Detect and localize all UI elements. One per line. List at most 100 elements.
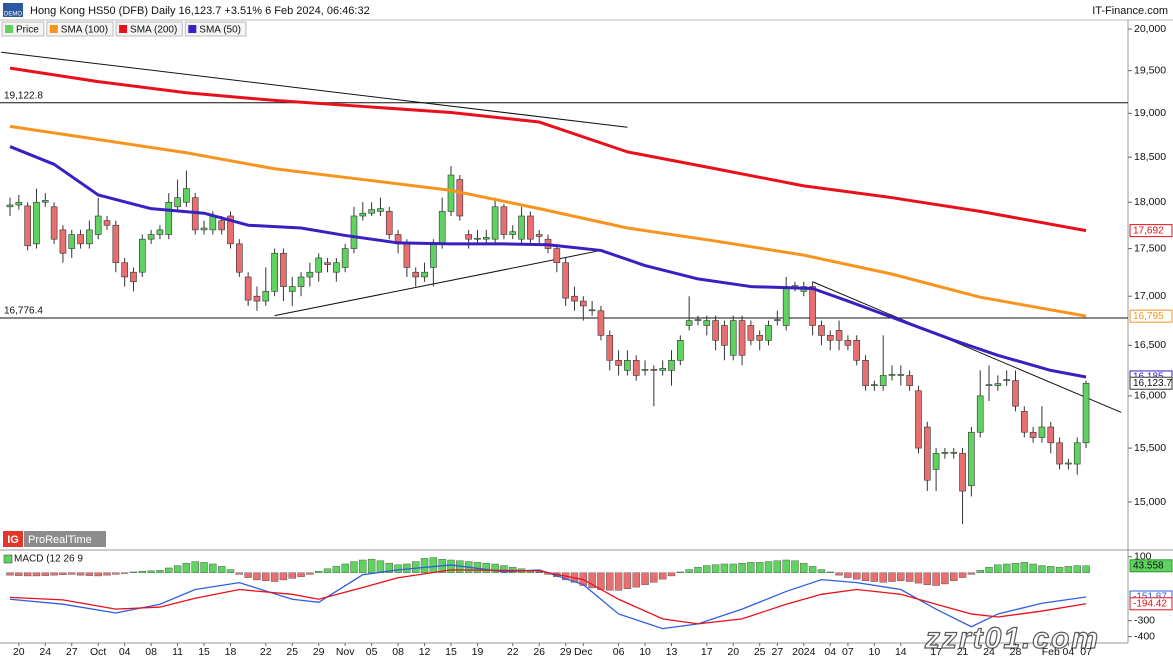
histogram-bar [385, 562, 393, 573]
x-tick-label: 25 [286, 646, 298, 658]
candle-body [50, 206, 58, 240]
histogram-bar [632, 572, 640, 588]
candle-body [482, 237, 490, 240]
candle-body [139, 238, 146, 273]
y-tick-label: 15,500 [1134, 442, 1166, 454]
histogram-bar [1020, 562, 1028, 573]
candle-body [156, 229, 164, 235]
chart-title: Hong Kong HS50 (DFB) Daily 16,123.7 +3.5… [30, 5, 370, 17]
demo-badge [3, 3, 23, 17]
legend-swatch [49, 25, 58, 33]
histogram-bar [253, 572, 261, 581]
histogram-bar [112, 572, 120, 575]
histogram-bar [147, 570, 155, 573]
macd-hist-last-label-box [1129, 559, 1173, 573]
sma-last-label-box [1129, 224, 1173, 238]
histogram-bar [412, 561, 420, 573]
candle-body [862, 360, 869, 386]
candle-body [738, 320, 746, 356]
x-tick-label: 19 [472, 646, 484, 658]
candle-body [218, 220, 225, 231]
ig-logo: IG [7, 534, 19, 546]
candle-body [377, 208, 384, 212]
histogram-bar [844, 572, 852, 578]
histogram-bar [394, 564, 402, 573]
x-tick-label: 06 [613, 646, 625, 658]
histogram-bar [685, 569, 693, 573]
histogram-bar [217, 566, 226, 573]
histogram-bar [359, 559, 367, 573]
legend-label: SMA (200) [130, 25, 177, 36]
x-tick-label: 07 [842, 646, 854, 658]
candle-body [324, 262, 331, 265]
candle-body [765, 325, 772, 341]
histogram-bar [729, 563, 737, 573]
histogram-bar [976, 570, 984, 573]
candle-body [438, 211, 446, 245]
histogram-bar [791, 560, 799, 573]
candle-body [694, 319, 702, 321]
histogram-bar [826, 571, 834, 573]
demo-text: DEMO [4, 12, 22, 18]
candle-body [112, 224, 120, 264]
histogram-bar [103, 572, 111, 576]
x-tick-label: 20 [727, 646, 739, 658]
histogram-bar [650, 572, 658, 583]
macd-last-label: -194.42 [1133, 598, 1167, 609]
candle-body [756, 335, 764, 341]
histogram-bar [535, 571, 543, 573]
candle-body [950, 452, 958, 454]
histogram-bar [923, 572, 931, 585]
histogram-bar [15, 572, 23, 576]
candle-body [968, 431, 975, 486]
histogram-bar [667, 572, 676, 577]
candle-body [729, 320, 737, 356]
candle-body [244, 276, 252, 301]
x-tick-label: 22 [260, 646, 272, 658]
candle-body [774, 319, 781, 321]
level-label: 19,122.8 [4, 90, 43, 101]
y-tick-label: 18,000 [1134, 196, 1166, 208]
candle-body [959, 453, 966, 492]
candle-body [712, 320, 719, 341]
candle-body [1065, 462, 1072, 465]
candle-body [103, 220, 111, 226]
histogram-bar [597, 572, 605, 590]
y-tick-label: 17,000 [1134, 290, 1166, 302]
histogram-bar [350, 561, 358, 573]
x-tick-label: 11 [172, 646, 183, 658]
histogram-bar [1038, 565, 1046, 573]
candle-body [976, 395, 984, 433]
legend-item: SMA (50) [184, 21, 247, 37]
histogram-bar [23, 572, 32, 577]
candle-body [685, 320, 693, 326]
x-tick-label: 04 [119, 646, 131, 658]
candle-body [1073, 442, 1081, 465]
x-tick-label: 22 [507, 646, 519, 658]
candle-body [1056, 442, 1063, 465]
x-tick-label: 08 [392, 646, 404, 658]
x-tick-label: 25 [754, 646, 766, 658]
candle-body [209, 215, 217, 231]
x-tick-label: 08 [145, 646, 157, 658]
candle-body [659, 368, 666, 371]
macd-line [9, 564, 1087, 630]
histogram-bar [279, 572, 288, 581]
macd-last-label-box [1129, 597, 1173, 611]
candle-body [897, 374, 905, 376]
x-tick-label: 18 [225, 646, 237, 658]
histogram-bar [588, 572, 596, 589]
histogram-bar [782, 559, 790, 573]
histogram-bar [853, 572, 861, 580]
candle-body [253, 295, 261, 302]
y-tick-label: -300 [1134, 614, 1155, 626]
histogram-bar [262, 572, 270, 581]
legend-item: Price [1, 21, 45, 37]
candle-body [24, 205, 31, 247]
candle-body [835, 330, 843, 341]
y-tick-label: 19,500 [1134, 64, 1166, 76]
histogram-bar [332, 566, 341, 573]
histogram-bar [888, 572, 896, 582]
histogram-bar [59, 572, 67, 575]
x-tick-label: 28 [1010, 646, 1022, 658]
